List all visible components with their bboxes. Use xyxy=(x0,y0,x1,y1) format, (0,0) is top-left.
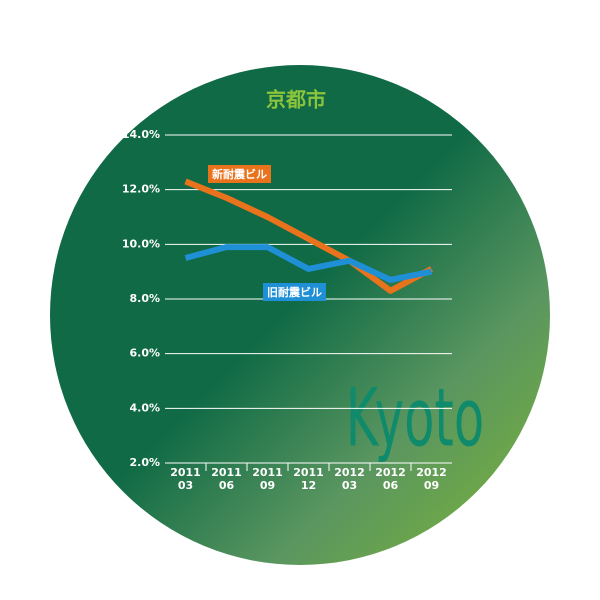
x-tick-label: 2012 03 xyxy=(334,466,365,492)
series-label: 旧耐震ビル xyxy=(263,283,326,301)
x-tick-label: 2012 06 xyxy=(375,466,406,492)
series-line xyxy=(184,244,433,283)
series-line xyxy=(184,178,433,294)
series-label: 新耐震ビル xyxy=(208,165,271,183)
y-tick-label: 6.0% xyxy=(129,347,160,360)
x-tick-label: 2011 06 xyxy=(211,466,242,492)
y-tick-label: 2.0% xyxy=(129,456,160,469)
chart-title: 京都市 xyxy=(266,88,326,112)
y-tick-label: 4.0% xyxy=(129,401,160,414)
y-tick-label: 8.0% xyxy=(129,292,160,305)
x-tick-label: 2011 09 xyxy=(252,466,283,492)
y-tick-label: 10.0% xyxy=(122,237,160,250)
x-tick-label: 2011 03 xyxy=(170,466,201,492)
watermark: Kyoto xyxy=(346,371,484,465)
x-tick-label: 2012 09 xyxy=(416,466,447,492)
x-tick-label: 2011 12 xyxy=(293,466,324,492)
y-tick-label: 14.0% xyxy=(122,128,160,141)
y-tick-label: 12.0% xyxy=(122,183,160,196)
